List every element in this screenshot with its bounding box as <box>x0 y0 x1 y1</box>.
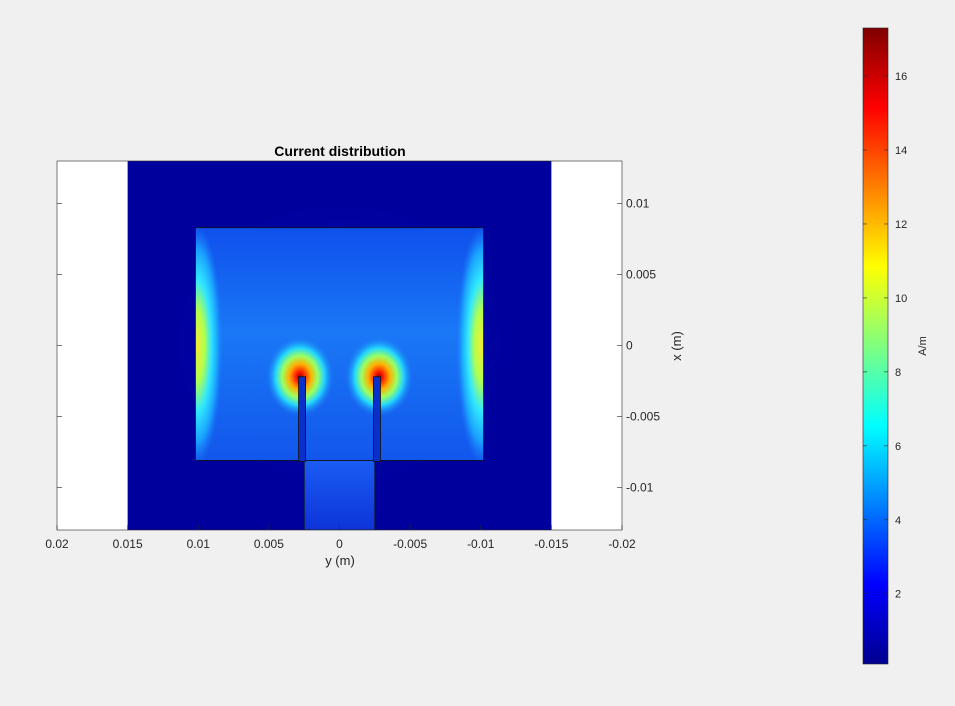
x-axis: 0.02 0.015 0.01 0.005 0 -0.005 -0.01 -0.015 -0.0… <box>45 525 636 551</box>
colorbar-tick-label: 8 <box>895 367 901 379</box>
edge-current-3 <box>195 227 223 461</box>
x-tick-label: -0.01 <box>467 537 495 551</box>
y-tick-label: -0.01 <box>626 480 654 494</box>
y-tick-label: 0.01 <box>626 197 650 211</box>
colorbar-label: A/m <box>917 336 929 356</box>
y-tick-label: 0 <box>626 339 633 353</box>
colorbar-scale <box>862 27 889 665</box>
x-axis-label: y (m) <box>325 553 355 568</box>
x-tick-label: 0 <box>336 537 343 551</box>
colorbar-tick-label: 4 <box>895 515 901 527</box>
colorbar-tick-label: 6 <box>895 441 901 453</box>
y-tick-label: -0.005 <box>626 409 660 423</box>
colorbar-tick-label: 10 <box>895 293 907 305</box>
patch-current <box>195 227 484 461</box>
colorbar-ticks: 2 4 6 8 10 12 14 16 <box>863 71 907 601</box>
y-tick-label: 0.005 <box>626 268 656 282</box>
x-tick-label: 0.005 <box>254 537 284 551</box>
plot-axes: 0.02 0.015 0.01 0.005 0 -0.005 -0.01 -0.015 -0.0… <box>45 143 684 568</box>
colorbar-tick-label: 14 <box>895 145 907 157</box>
x-tick-label: -0.015 <box>534 537 568 551</box>
inset-slot-2 <box>372 376 381 462</box>
y-axis: 0.01 0.005 0 -0.005 -0.01 <box>57 197 660 494</box>
edge-current-4 <box>456 227 484 461</box>
colorbar-tick-label: 16 <box>895 71 907 83</box>
patch-outline <box>195 227 484 461</box>
x-tick-label: 0.02 <box>45 537 69 551</box>
x-tick-label: 0.015 <box>113 537 143 551</box>
inset-slot-1 <box>298 376 307 462</box>
chart-title: Current distribution <box>274 143 405 159</box>
colorbar: 2 4 6 8 10 12 14 16 A/m <box>862 27 929 665</box>
colorbar-tick-label: 12 <box>895 219 907 231</box>
colorbar-tick-label: 2 <box>895 589 901 601</box>
x-tick-label: -0.005 <box>393 537 427 551</box>
y-axis-label: x (m) <box>669 331 684 361</box>
current-field <box>127 161 552 530</box>
feed-line <box>303 460 376 530</box>
x-tick-label: -0.02 <box>608 537 636 551</box>
patch <box>195 227 484 461</box>
x-tick-label: 0.01 <box>187 537 211 551</box>
